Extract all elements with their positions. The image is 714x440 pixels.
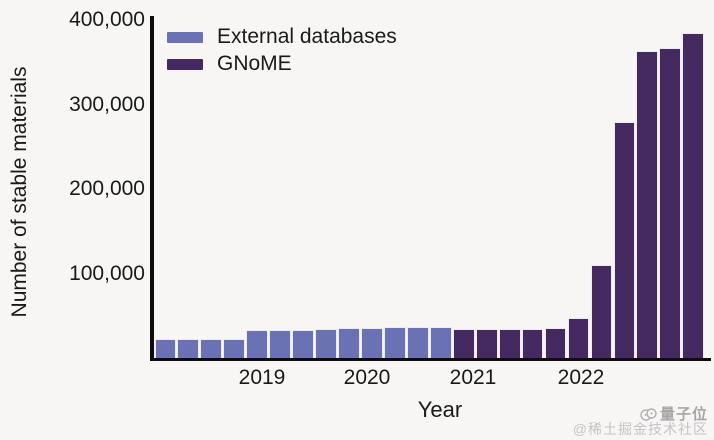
bar-gnome (590, 265, 613, 358)
bar-external (246, 330, 269, 358)
bar-external (269, 330, 292, 358)
watermark-brand: 量子位 (659, 406, 708, 423)
gnome-swatch-icon (167, 58, 203, 70)
bar-external (361, 327, 383, 358)
x-tick-label: 2022 (557, 366, 605, 389)
y-tick-label: 400,000 (69, 8, 145, 32)
bar-gnome (567, 318, 590, 358)
bar-external (338, 327, 360, 358)
bar-gnome (544, 328, 567, 358)
external-databases-swatch-icon (167, 31, 203, 43)
bar-external (384, 326, 406, 358)
y-axis-title: Number of stable materials (8, 66, 31, 318)
bar-gnome (682, 33, 705, 358)
legend-label-gnome: GNoME (217, 52, 292, 75)
legend-entry-external: External databases (167, 26, 397, 48)
bar-external (200, 338, 223, 358)
legend: External databases GNoME (167, 26, 397, 80)
bar-gnome (475, 329, 498, 358)
bar-gnome (613, 121, 636, 358)
bar-external (315, 329, 337, 358)
x-axis-spine (150, 357, 711, 361)
x-axis-title: Year (417, 397, 463, 422)
watermark-community: @稀土掘金技术社区 (572, 421, 708, 437)
bar-gnome (452, 329, 475, 358)
bar-gnome (498, 329, 521, 358)
bar-external (223, 338, 246, 358)
y-tick-label: 300,000 (69, 92, 145, 116)
qbit-face-icon (640, 408, 657, 421)
bar-gnome (521, 329, 544, 358)
x-tick-label: 2019 (238, 366, 286, 389)
y-tick-label: 100,000 (69, 261, 145, 285)
bar-external (292, 330, 314, 358)
legend-label-external: External databases (217, 25, 397, 48)
y-tick-label: 200,000 (69, 177, 145, 201)
x-tick-label: 2020 (343, 366, 391, 389)
watermark: 量子位 @稀土掘金技术社区 (573, 407, 708, 437)
watermark-brand-row: 量子位 (573, 407, 708, 422)
bar-external (406, 326, 429, 358)
bar-gnome (636, 50, 659, 358)
bar-external (154, 339, 177, 358)
legend-entry-gnome: GNoME (167, 53, 397, 75)
bar-external (429, 326, 452, 358)
y-axis-spine (150, 16, 154, 361)
x-tick-label: 2021 (449, 366, 497, 389)
bar-gnome (659, 48, 682, 358)
bar-external (177, 339, 200, 358)
